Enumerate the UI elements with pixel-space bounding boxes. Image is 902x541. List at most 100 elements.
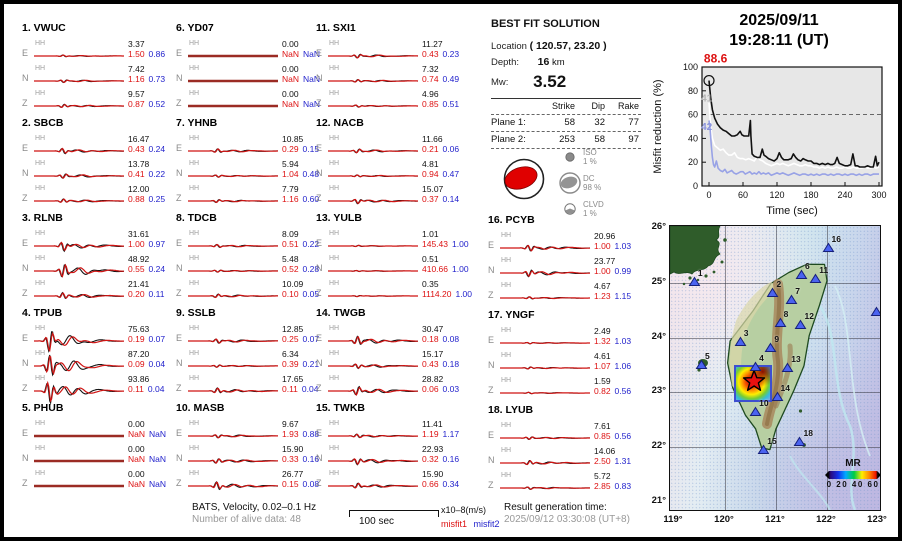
component-label: Z	[316, 383, 322, 393]
misfit2-value: 0.56	[614, 430, 632, 441]
waveform-trace	[34, 54, 124, 58]
misfit1-value: 410.66	[422, 263, 448, 274]
misfit2-value: 0.28	[302, 263, 320, 274]
map-station-number-14: 14	[780, 382, 790, 393]
map-station-number-7: 7	[795, 286, 801, 297]
misfit-values: 0.19 0.07	[128, 334, 172, 345]
misfit1-value: 0.21	[422, 143, 439, 154]
waveform-trace	[34, 484, 124, 488]
map-station-10	[749, 406, 762, 417]
station-title: 8. TDCB	[176, 212, 217, 224]
channel-label: HH	[189, 470, 200, 477]
misfit2-value: 0.48	[302, 168, 320, 179]
component-label: Z	[488, 290, 494, 300]
amplitude-value: 9.67	[282, 419, 299, 429]
component-label: E	[22, 238, 29, 248]
time-scale-bar	[349, 510, 439, 517]
map-station-16	[822, 242, 834, 252]
misfit2-value: 0.04	[148, 358, 166, 369]
component-label: N	[22, 453, 29, 463]
waveform-row-phub-n: N HH 0.00 NaN NaN	[22, 444, 172, 470]
trace-values: 4.61 1.07 1.06	[594, 351, 638, 371]
waveform-row-sslb-n: N HH 6.34 0.39 0.21	[176, 349, 326, 375]
amplitude-value: 4.61	[594, 351, 611, 361]
misfit2-value: 0.14	[442, 193, 460, 204]
misfit1-value: 0.66	[422, 478, 439, 489]
waveform-trace	[34, 103, 124, 108]
misfit1-legend: misfit1	[441, 519, 468, 529]
amplitude-value: 15.17	[422, 349, 444, 359]
waveform-trace	[34, 79, 124, 84]
waveform-trace	[188, 481, 278, 491]
component-label: E	[176, 428, 183, 438]
channel-label: HH	[189, 280, 200, 287]
misfit2-value: 1.31	[614, 455, 632, 466]
waveform-row-sbcb-z: Z HH 12.00 0.88 0.25	[22, 184, 172, 210]
station-block-vwuc: 1. VWUC E HH 3.37 1.50 0.86 N HH 7.42 1.16 0.73 Z HH…	[22, 22, 172, 114]
channel-label: HH	[329, 65, 340, 72]
waveform-trace	[328, 53, 419, 59]
svg-text:0: 0	[693, 181, 698, 191]
trace-values: 8.09 0.51 0.22	[282, 229, 326, 249]
waveform-trace	[188, 364, 278, 368]
channel-label: HH	[501, 422, 512, 429]
decomposition-clvd: CLVD 1 %	[557, 196, 643, 222]
amplitude-value: 10.85	[282, 134, 304, 144]
map-station-3	[734, 336, 747, 346]
trace-values: 12.00 0.88 0.25	[128, 184, 172, 204]
amplitude-value: 93.86	[128, 374, 150, 384]
misfit-values: 1.50 0.86	[128, 49, 172, 60]
misfit-values: 0.55 0.24	[128, 264, 172, 275]
station-block-yhnb: 7. YHNB E HH 10.85 0.29 0.15 N HH 5.94 1.04 0.48 Z H…	[176, 117, 326, 209]
waveform-row-yulb-z: Z HH 0.35 1114.20 1.00	[316, 279, 472, 305]
trace-values: 15.90 0.66 0.34	[422, 469, 466, 489]
misfit1-value: NaN	[282, 73, 300, 84]
waveform-trace	[328, 148, 418, 154]
waveform-trace	[188, 269, 278, 273]
misfit-values: NaN NaN	[282, 49, 326, 60]
waveform-trace	[188, 174, 278, 178]
misfit1-value: 0.85	[594, 430, 611, 441]
waveform-row-yd07-z: Z HH 0.00 NaN NaN	[176, 89, 326, 115]
component-label: E	[22, 143, 29, 153]
focal-mechanism-beachball	[503, 158, 545, 200]
component-label: N	[176, 453, 183, 463]
misfit2-value: 1.00	[455, 288, 473, 299]
misfit-values: 0.29 0.15	[282, 144, 326, 155]
amplitude-value: 0.00	[282, 89, 299, 99]
channel-label: HH	[189, 445, 200, 452]
waveform-row-tpub-z: Z HH 93.86 0.11 0.04	[22, 374, 172, 405]
amplitude-value: 26.77	[282, 469, 304, 479]
misfit1-value: 1.00	[594, 265, 611, 276]
map-station-18	[794, 436, 806, 447]
trace-values: 20.96 1.00 1.03	[594, 231, 638, 251]
component-label: N	[488, 455, 495, 465]
waveform-row-masb-z: Z HH 26.77 0.15 0.08	[176, 469, 326, 495]
component-label: N	[22, 168, 29, 178]
map-station-number-17: 17	[880, 298, 881, 308]
misfit1-value: 0.43	[128, 143, 145, 154]
waveform-trace	[34, 291, 124, 299]
waveform-row-masb-e: E HH 9.67 1.93 0.88	[176, 419, 326, 445]
misfit1-value: 0.88	[128, 193, 145, 204]
misfit2-value: 0.47	[442, 168, 460, 179]
misfit-values: 0.25 0.07	[282, 334, 326, 345]
amplitude-value: 11.41	[422, 419, 443, 429]
station-block-yd07: 6. YD07 E HH 0.00 NaN NaN N HH 0.00 NaN NaN Z HH 0.00…	[176, 22, 326, 114]
misfit-values: 145.43 1.00	[422, 239, 469, 250]
misfit-values: 0.87 0.52	[128, 99, 172, 110]
map-station-14	[771, 391, 783, 401]
amplitude-value: 0.00	[282, 64, 299, 74]
misfit2-value: 1.00	[452, 263, 469, 274]
map-lon-label: 121°	[765, 514, 785, 525]
event-date: 2025/09/11	[739, 12, 819, 29]
waveform-trace	[328, 174, 418, 178]
misfit1-value: 0.39	[282, 358, 299, 369]
misfit-values: 0.43 0.18	[422, 359, 466, 370]
station-block-phub: 5. PHUB E HH 0.00 NaN NaN N HH 0.00 NaN NaN Z HH 0.00…	[22, 402, 172, 494]
channel-label: HH	[35, 40, 46, 47]
channel-label: HH	[189, 255, 200, 262]
misfit-values: 1.00 0.99	[594, 265, 638, 277]
plane2-row: Plane 2: 253 58 97	[491, 131, 641, 149]
misfit-values: 0.15 0.08	[282, 479, 326, 490]
